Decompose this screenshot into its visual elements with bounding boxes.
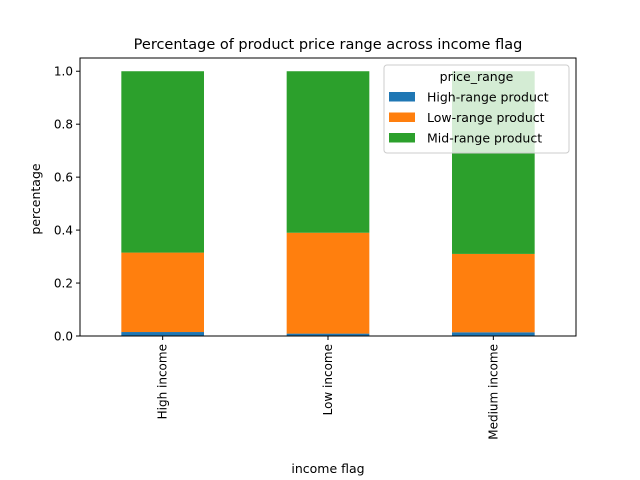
legend-swatch-2 (389, 112, 415, 122)
legend-label-2: Low-range product (427, 110, 545, 125)
x-tick-label: Low income (321, 344, 335, 415)
legend-swatch-3 (389, 133, 415, 143)
legend-box (383, 64, 570, 154)
bar-segment-1-1 (121, 332, 204, 336)
bar-segment-2-2 (286, 232, 370, 334)
chart-title: Percentage of product price range across… (134, 37, 523, 53)
legend-title: price_range (440, 69, 514, 84)
legend-swatch-1 (389, 92, 415, 102)
plot-area (79, 57, 577, 337)
y-tick-label: 0.2 (54, 277, 73, 291)
y-tick-label: 0.0 (54, 330, 73, 344)
legend-label-1: High-range product (427, 90, 549, 105)
x-axis: High income Low income Medium income (156, 336, 500, 440)
y-tick-label: 0.6 (54, 171, 73, 185)
y-tick-label: 0.4 (54, 224, 73, 238)
bar-segment-2-1 (286, 333, 370, 336)
bar-segment-3-2 (452, 253, 535, 333)
y-tick-label: 1.0 (54, 65, 73, 79)
bar-segment-1-3 (121, 71, 204, 253)
x-axis-label: income flag (291, 461, 364, 476)
bar-segment-1-2 (121, 252, 204, 333)
y-axis-label: percentage (28, 163, 43, 234)
x-tick-label: Medium income (486, 344, 500, 440)
legend-label-3: Mid-range product (427, 131, 542, 146)
x-tick-label: High income (156, 344, 170, 419)
y-tick-label: 0.8 (54, 118, 73, 132)
legend: price_range High-range product Low-range p… (383, 64, 570, 154)
y-axis: 0.0 0.2 0.4 0.6 0.8 1.0 (54, 65, 80, 344)
bar-segment-2-3 (286, 71, 370, 233)
bar-segment-3-1 (452, 332, 535, 336)
